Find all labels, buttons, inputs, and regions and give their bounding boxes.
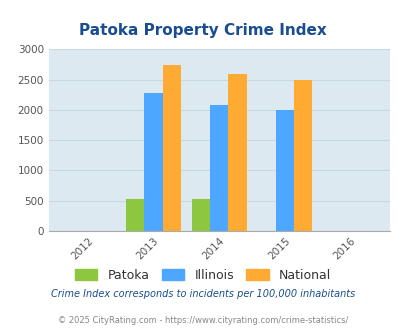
Bar (228, 74, 246, 231)
Bar (209, 106, 228, 231)
Bar (144, 93, 162, 231)
Bar (293, 80, 311, 231)
Legend: Patoka, Illinois, National: Patoka, Illinois, National (70, 264, 335, 287)
Text: Crime Index corresponds to incidents per 100,000 inhabitants: Crime Index corresponds to incidents per… (51, 289, 354, 299)
Text: © 2025 CityRating.com - https://www.cityrating.com/crime-statistics/: © 2025 CityRating.com - https://www.city… (58, 316, 347, 325)
Bar (191, 199, 209, 231)
Bar (162, 65, 181, 231)
Bar (126, 199, 144, 231)
Bar (275, 110, 293, 231)
Text: Patoka Property Crime Index: Patoka Property Crime Index (79, 23, 326, 38)
